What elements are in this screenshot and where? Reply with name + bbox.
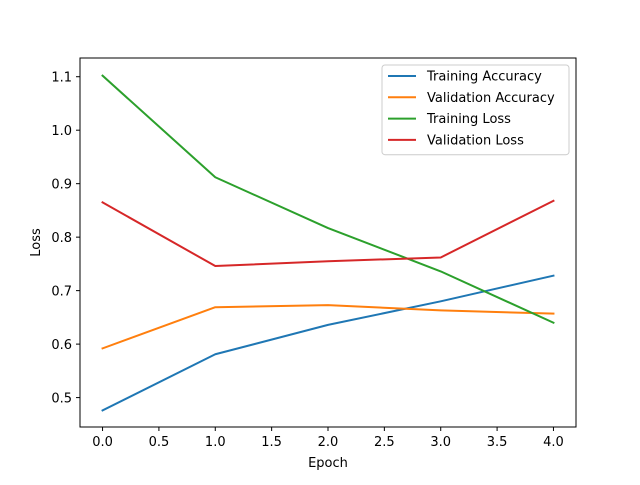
x-tick-label: 3.5 — [487, 435, 508, 450]
y-tick-label: 1.0 — [51, 124, 72, 139]
x-tick-label: 0.0 — [92, 435, 113, 450]
x-tick-label: 0.5 — [149, 435, 170, 450]
y-tick-label: 0.8 — [51, 231, 72, 246]
x-tick-label: 4.0 — [543, 435, 564, 450]
x-axis-label: Epoch — [308, 456, 348, 471]
y-tick-label: 1.1 — [51, 71, 72, 86]
legend-label: Training Accuracy — [426, 70, 542, 85]
y-tick-label: 0.6 — [51, 338, 72, 353]
y-tick-label: 0.7 — [51, 285, 72, 300]
x-tick-label: 3.0 — [430, 435, 451, 450]
legend: Training Accuracy Validation Accuracy Trai… — [382, 65, 569, 155]
legend-label: Validation Accuracy — [427, 91, 555, 106]
y-tick-label: 0.9 — [51, 178, 72, 193]
x-tick-label: 1.5 — [261, 435, 282, 450]
y-axis-label: Loss — [29, 228, 44, 257]
y-tick-label: 0.5 — [51, 392, 72, 407]
legend-label: Validation Loss — [427, 133, 524, 148]
legend-label: Training Loss — [426, 112, 511, 127]
x-tick-label: 2.0 — [318, 435, 339, 450]
x-tick-label: 2.5 — [374, 435, 395, 450]
x-tick-label: 1.0 — [205, 435, 226, 450]
